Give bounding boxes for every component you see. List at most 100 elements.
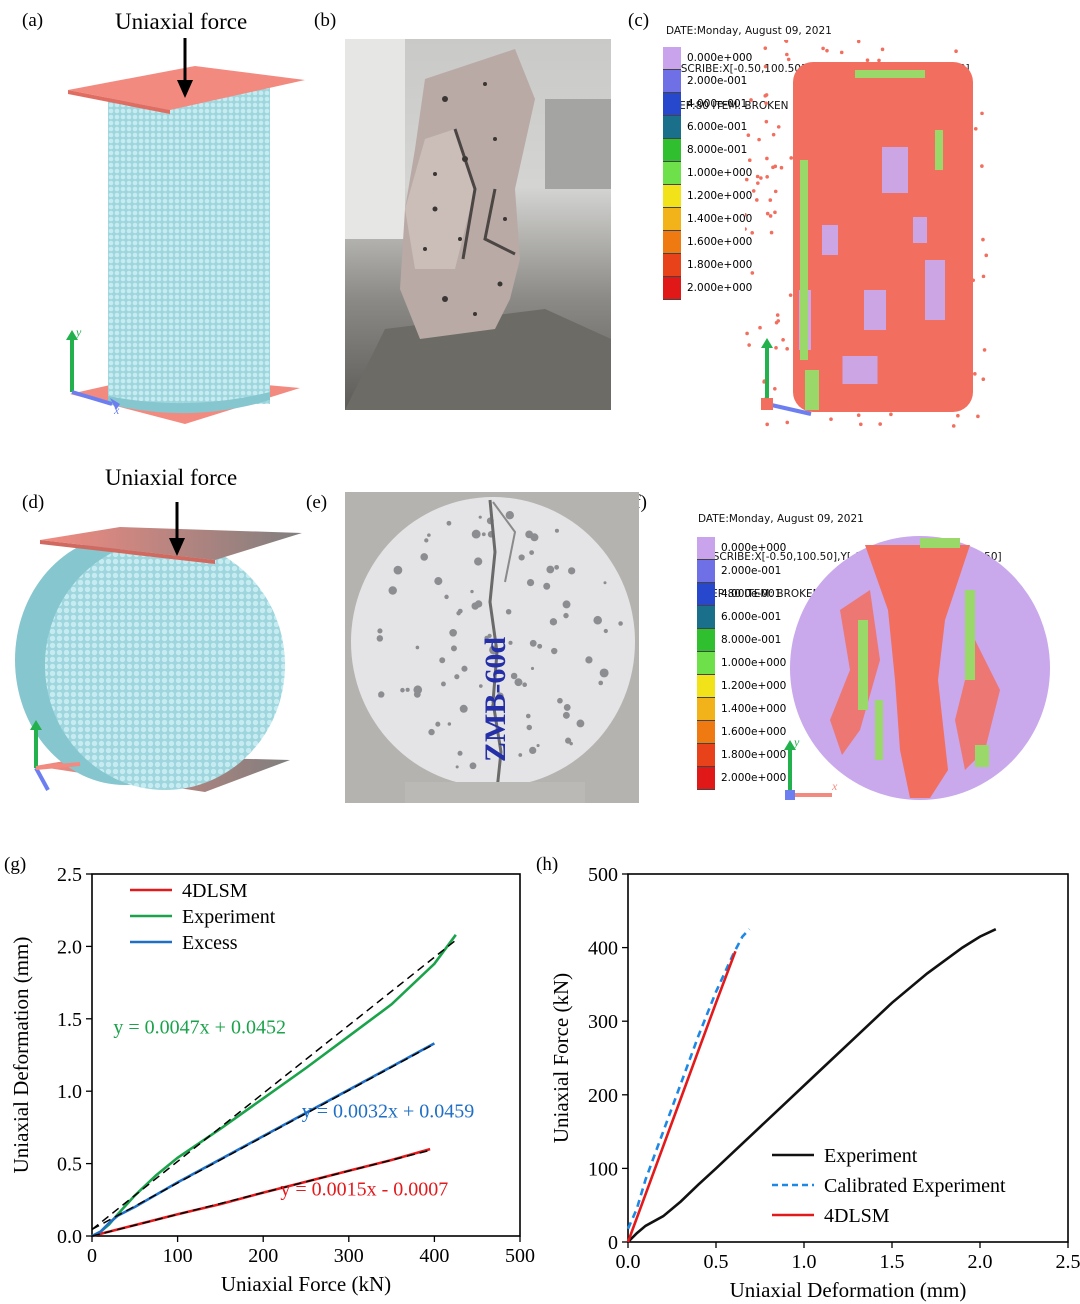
fragment-particle — [771, 132, 776, 137]
legend-row: 1.000e+000 — [697, 652, 817, 675]
legend-value: 1.000e+000 — [687, 167, 753, 179]
mineral-speck — [388, 586, 397, 595]
granite-fragment — [400, 49, 535, 339]
force-label-d: Uniaxial force — [105, 465, 238, 490]
legend-row: 1.800e+000 — [663, 254, 783, 277]
mineral-speck — [562, 600, 571, 609]
fragment-particle — [755, 174, 760, 179]
mineral-speck — [405, 687, 410, 692]
legend-swatch — [663, 208, 681, 231]
y-tick-label: 300 — [588, 1011, 618, 1033]
legend-entry: Experiment — [824, 1145, 918, 1167]
fragment-particle — [877, 58, 881, 63]
mineral-speck — [585, 656, 593, 664]
mineral-speck — [551, 647, 558, 655]
legend-value: 1.400e+000 — [687, 213, 753, 225]
fit-line — [91, 1149, 431, 1237]
mineral-speck — [508, 640, 513, 645]
mineral-speck — [415, 645, 420, 650]
fit-equation: y = 0.0015x - 0.0007 — [280, 1178, 448, 1200]
mineral-speck — [420, 553, 429, 561]
fragment-particle — [889, 412, 893, 417]
mineral-speck — [447, 722, 452, 726]
mineral-speck — [496, 692, 504, 700]
legend-entry: 4DLSM — [182, 880, 248, 902]
panel-label-d: (d) — [22, 492, 45, 513]
mineral-speck — [457, 750, 463, 756]
fragment-particle — [771, 165, 775, 170]
fragment-particle — [776, 319, 781, 323]
mineral-speck — [518, 554, 525, 561]
fragment-particle — [821, 46, 825, 51]
legend-row: 1.000e+000 — [663, 162, 783, 185]
axis-triad-d — [30, 720, 81, 791]
y-tick-label: 200 — [588, 1085, 618, 1107]
specimen-marking: ZMB-60d — [479, 637, 512, 762]
mineral-speck — [549, 618, 558, 626]
panel-f-result: y x — [784, 536, 1050, 800]
fragment-particle — [768, 198, 773, 202]
y-tick-label: 2.5 — [57, 864, 82, 886]
fragment-particle — [856, 40, 861, 44]
legend-swatch — [663, 139, 681, 162]
fragment-particle — [765, 156, 769, 161]
mineral-speck — [428, 728, 435, 736]
mineral-speck — [439, 657, 446, 664]
legend-row: 1.400e+000 — [663, 208, 783, 231]
legend-swatch — [663, 116, 681, 139]
legend-row: 1.400e+000 — [697, 698, 817, 721]
fragment-particle — [984, 253, 989, 258]
mineral-speck — [505, 511, 514, 520]
y-tick-label: 100 — [588, 1158, 618, 1180]
fragment-particle — [774, 345, 778, 350]
fragment-particle — [769, 230, 774, 235]
legend-entry: Excess — [182, 932, 238, 954]
fragment-particle — [980, 164, 984, 168]
fragment-particle — [758, 325, 762, 330]
mineral-speck — [537, 643, 543, 649]
legend-row: 1.600e+000 — [663, 231, 783, 254]
mineral-speck — [593, 615, 603, 625]
fragment-particles-c — [745, 40, 989, 428]
mineral-speck — [492, 730, 496, 735]
legend-value: 1.400e+000 — [721, 703, 787, 715]
mineral-speck — [471, 529, 481, 539]
legend-value: 2.000e-001 — [687, 75, 748, 87]
crack-patch — [975, 745, 989, 767]
y-tick-label: 1.5 — [57, 1009, 82, 1031]
fragment-particle — [763, 46, 768, 50]
mineral-speck — [444, 594, 449, 600]
mineral-speck — [554, 564, 560, 570]
intact-patch — [913, 217, 927, 243]
y-tick-label: 0.0 — [57, 1226, 82, 1248]
fragment-particle — [982, 348, 987, 352]
fragment-particle — [764, 119, 769, 124]
mineral-speck — [576, 719, 585, 728]
x-tick-label: 1.5 — [880, 1251, 905, 1273]
mineral-speck — [518, 753, 523, 757]
fragment-particle — [981, 377, 986, 382]
fragment-particle — [773, 387, 777, 391]
legend-value: 2.000e+000 — [721, 772, 787, 784]
legend-swatch — [697, 606, 715, 629]
mineral-speck — [599, 668, 609, 678]
legend-value: 4.000e-001 — [721, 588, 782, 600]
fragment-particle — [779, 165, 784, 170]
mineral-speck — [459, 704, 468, 713]
mineral-speck — [455, 765, 459, 769]
mineral-speck — [554, 528, 559, 533]
mineral-speck — [457, 608, 463, 614]
legend-row: 4.000e-001 — [697, 583, 817, 606]
fragment-particle — [749, 98, 753, 102]
mineral-speck — [510, 672, 518, 680]
photo-broken-cylinder — [345, 39, 611, 410]
mineral-speck — [557, 697, 563, 704]
fragment-particle — [763, 94, 768, 98]
x-tick-label: 0.0 — [616, 1251, 641, 1273]
fragment-particle — [788, 293, 793, 297]
top-plate-d — [40, 527, 302, 560]
legend-row: 2.000e-001 — [697, 560, 817, 583]
mineral-speck — [474, 600, 483, 608]
mineral-speck — [377, 628, 383, 634]
legend-swatch — [697, 698, 715, 721]
